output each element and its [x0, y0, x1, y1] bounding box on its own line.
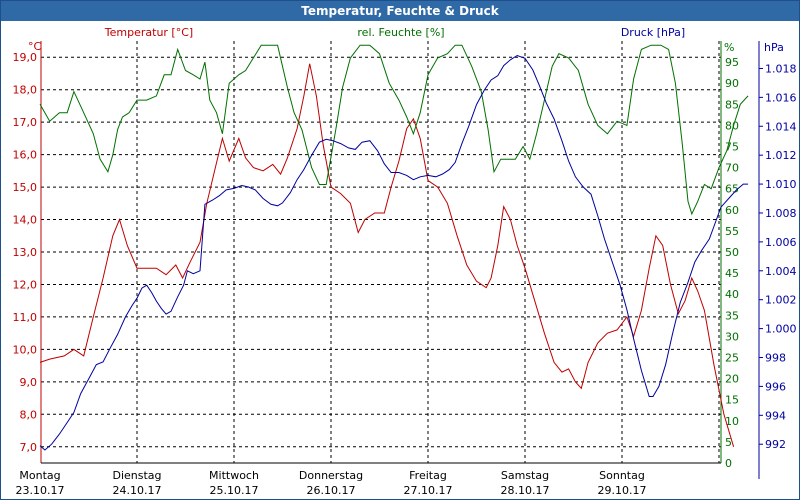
- temperature-tick-label: 11,0: [13, 311, 38, 324]
- humidity-tick-label: 50: [725, 246, 739, 259]
- humidity-tick-label: 60: [725, 204, 739, 217]
- humidity-axis-title: rel. Feuchte [%]: [357, 26, 444, 39]
- pressure-tick-label: 996: [765, 380, 786, 393]
- temperature-axis-title: Temperatur [°C]: [104, 26, 193, 39]
- x-tick-day: Mittwoch: [209, 469, 259, 482]
- humidity-tick-label: 70: [725, 162, 739, 175]
- tick-labels: 7,0 8,0 9,0 10,0 11,0 12,0 13,0 14,0 15,0 16,0 17,…: [13, 51, 797, 497]
- pressure-tick-label: 1.010: [765, 178, 797, 191]
- x-tick-date: 28.10.17: [501, 484, 550, 497]
- humidity-tick-label: 25: [725, 352, 739, 365]
- pressure-tick-label: 1.016: [765, 91, 797, 104]
- temperature-tick-label: 7,0: [20, 441, 38, 454]
- humidity-tick-label: 5: [725, 436, 732, 449]
- humidity-tick-label: 65: [725, 183, 739, 196]
- x-tick-day: Dienstag: [112, 469, 161, 482]
- humidity-tick-label: 95: [725, 56, 739, 69]
- pressure-tick-label: 1.014: [765, 120, 797, 133]
- pressure-tick-label: 998: [765, 352, 786, 365]
- temperature-tick-label: 16,0: [13, 149, 38, 162]
- grid-lines: [41, 41, 721, 463]
- pressure-tick-label: 1.006: [765, 236, 797, 249]
- humidity-tick-label: 0: [725, 457, 732, 470]
- x-tick-day: Donnerstag: [299, 469, 363, 482]
- pressure-tick-label: 1.018: [765, 62, 797, 75]
- x-tick-day: Samstag: [501, 469, 549, 482]
- humidity-tick-label: 15: [725, 394, 739, 407]
- humidity-tick-label: 55: [725, 225, 739, 238]
- humidity-tick-label: 10: [725, 415, 739, 428]
- temperature-tick-label: 18,0: [13, 84, 38, 97]
- temperature-tick-label: 13,0: [13, 246, 38, 259]
- humidity-unit: %: [724, 41, 734, 54]
- temperature-line: [39, 63, 735, 447]
- humidity-tick-label: 40: [725, 288, 739, 301]
- temperature-tick-label: 17,0: [13, 116, 38, 129]
- x-tick-day: Montag: [19, 469, 60, 482]
- humidity-tick-label: 90: [725, 77, 739, 90]
- pressure-tick-label: 992: [765, 438, 786, 451]
- temperature-tick-label: 9,0: [20, 376, 38, 389]
- temperature-tick-label: 10,0: [13, 343, 38, 356]
- axes: [40, 41, 763, 479]
- humidity-tick-label: 35: [725, 309, 739, 322]
- pressure-tick-label: 1.004: [765, 265, 797, 278]
- x-tick-date: 24.10.17: [113, 484, 162, 497]
- temperature-tick-label: 8,0: [20, 408, 38, 421]
- humidity-tick-label: 20: [725, 373, 739, 386]
- pressure-tick-label: 1.012: [765, 149, 797, 162]
- pressure-axis-title: Druck [hPa]: [621, 26, 685, 39]
- temperature-tick-label: 15,0: [13, 181, 38, 194]
- x-tick-day: Freitag: [409, 469, 447, 482]
- window-title: Temperatur, Feuchte & Druck: [1, 1, 799, 21]
- pressure-tick-label: 1.002: [765, 294, 797, 307]
- x-tick-date: 26.10.17: [307, 484, 356, 497]
- pressure-tick-label: 994: [765, 409, 786, 422]
- humidity-tick-label: 45: [725, 267, 739, 280]
- humidity-line: [39, 44, 749, 216]
- pressure-unit: hPa: [764, 41, 784, 54]
- humidity-tick-label: 85: [725, 98, 739, 111]
- axis-titles: Temperatur [°C] rel. Feuchte [%] Druck […: [28, 26, 784, 54]
- x-tick-date: 23.10.17: [16, 484, 65, 497]
- x-tick-date: 27.10.17: [404, 484, 453, 497]
- series-lines: [39, 44, 749, 451]
- x-tick-date: 29.10.17: [598, 484, 647, 497]
- humidity-tick-label: 75: [725, 141, 739, 154]
- x-tick-day: Sonntag: [599, 469, 645, 482]
- pressure-tick-label: 1.008: [765, 207, 797, 220]
- climate-chart: 7,0 8,0 9,0 10,0 11,0 12,0 13,0 14,0 15,0 16,0 17,…: [13, 26, 797, 497]
- pressure-tick-label: 1.000: [765, 323, 797, 336]
- humidity-tick-label: 80: [725, 119, 739, 132]
- temperature-tick-label: 19,0: [13, 51, 38, 64]
- x-tick-date: 25.10.17: [210, 484, 259, 497]
- temperature-tick-label: 14,0: [13, 214, 38, 227]
- humidity-tick-label: 30: [725, 330, 739, 343]
- temperature-unit: °C: [28, 40, 42, 53]
- pressure-line: [39, 54, 749, 451]
- temperature-tick-label: 12,0: [13, 278, 38, 291]
